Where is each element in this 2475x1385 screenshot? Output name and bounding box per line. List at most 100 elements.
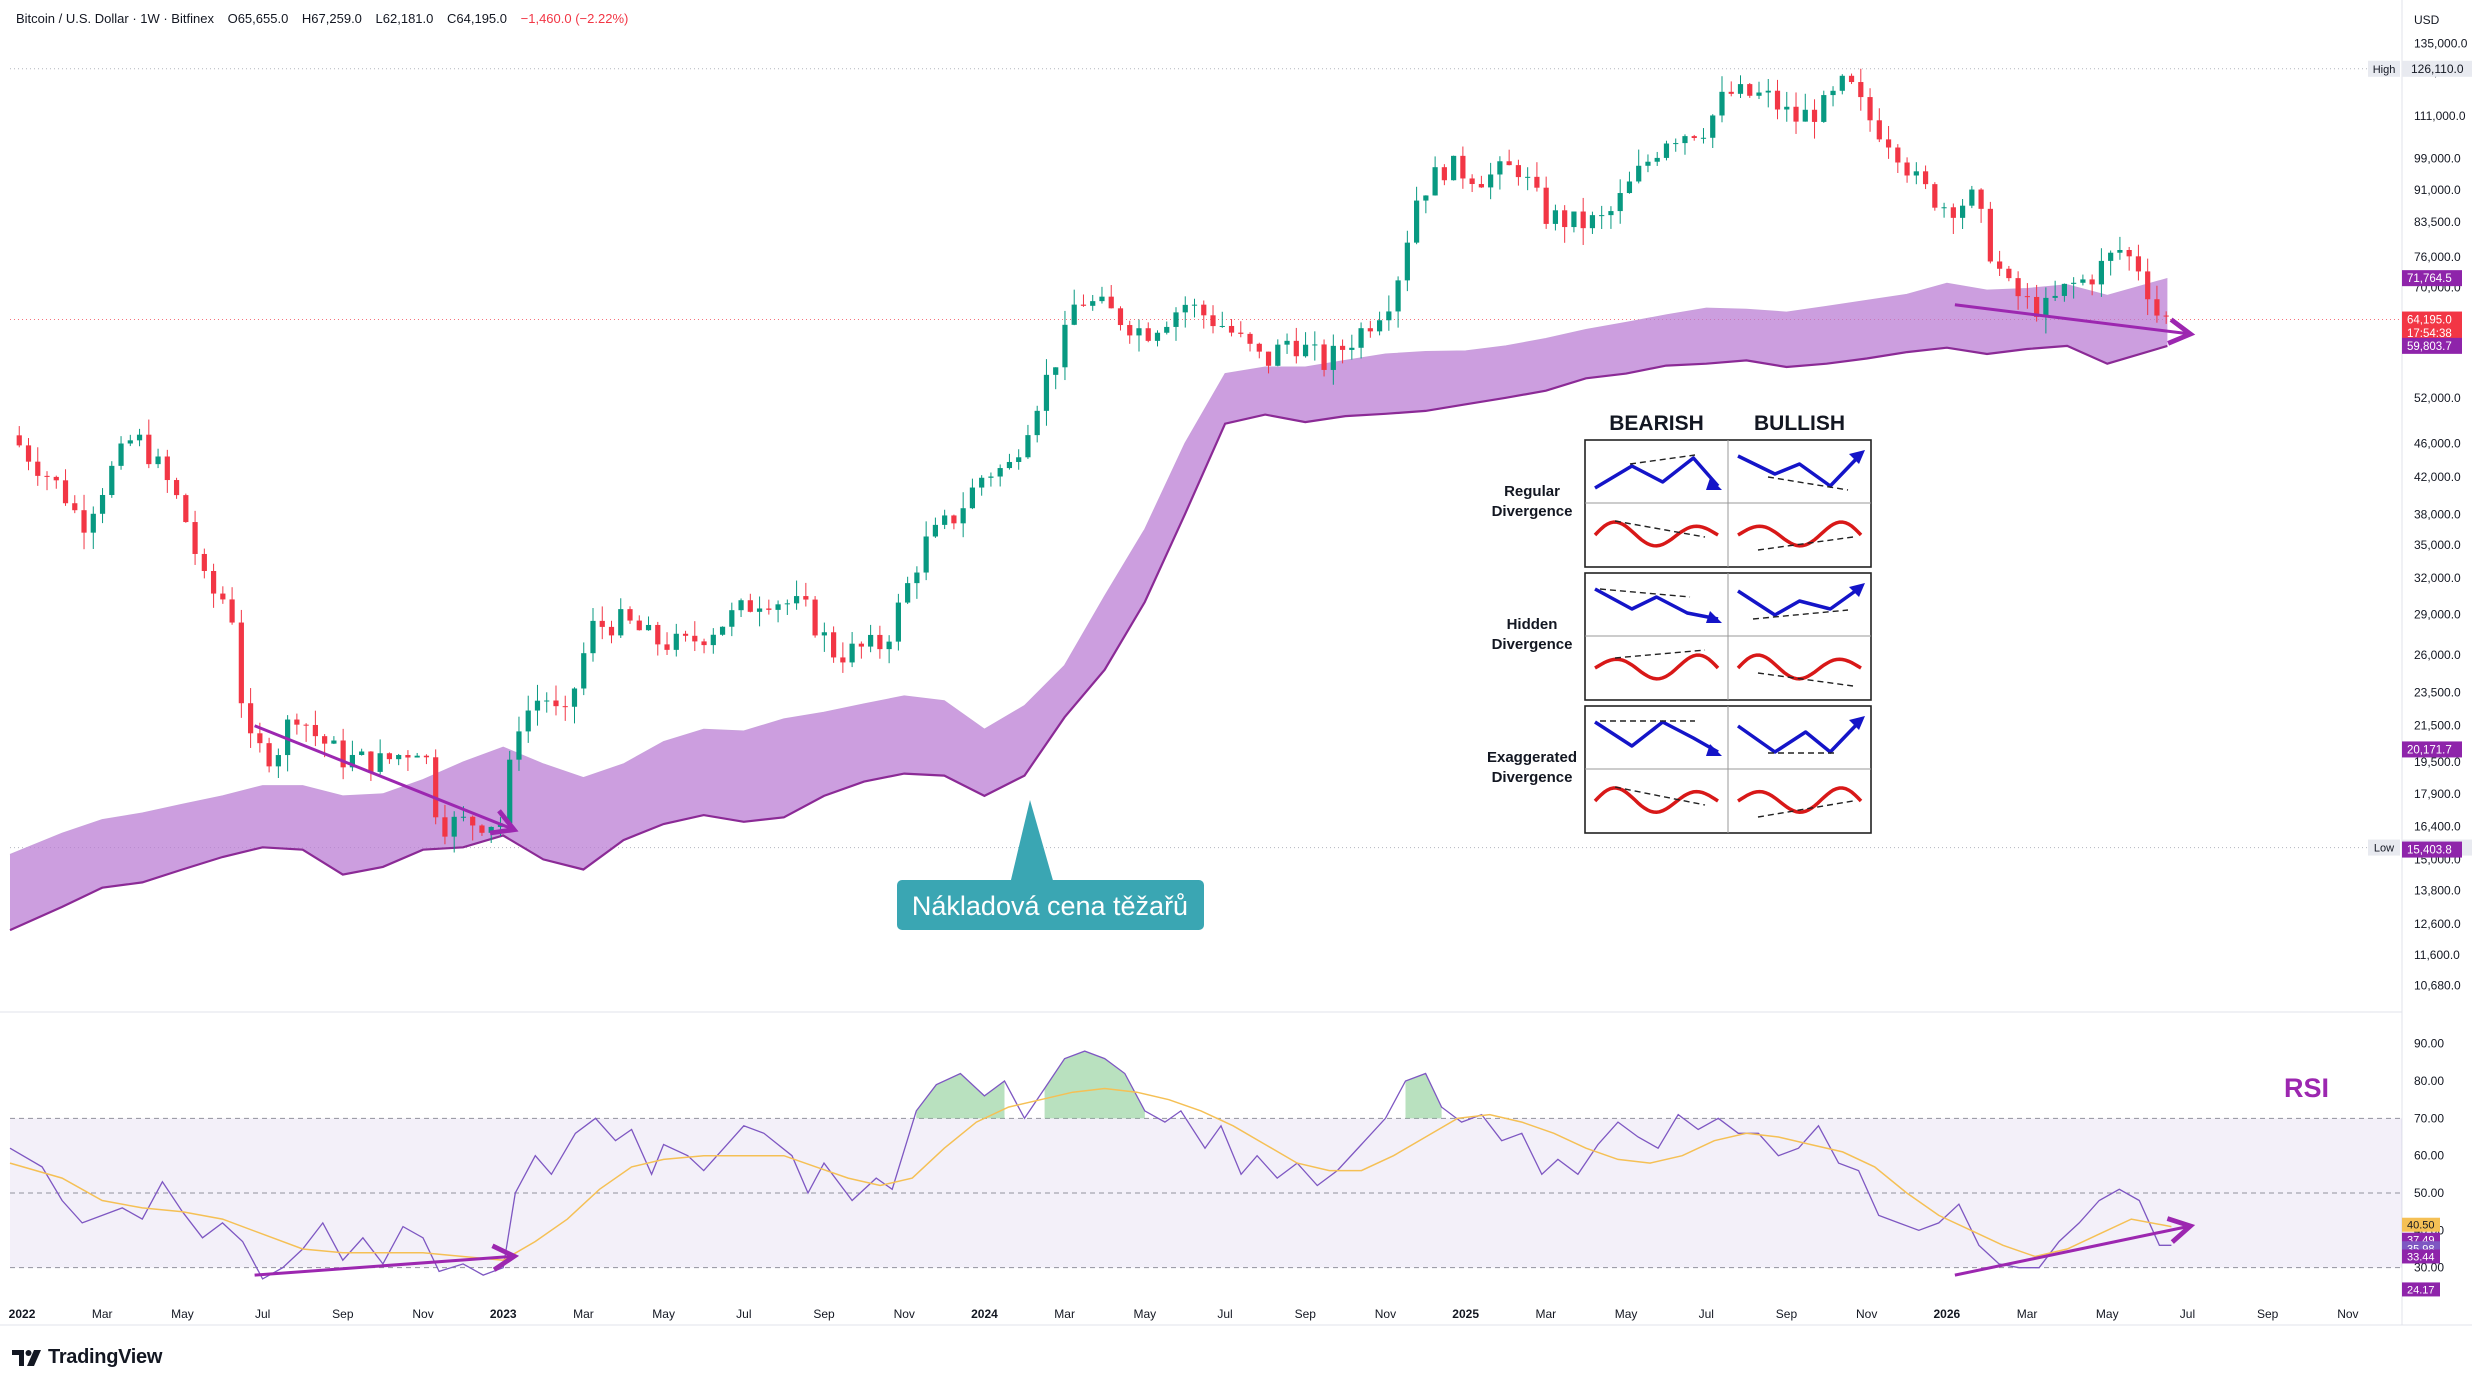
candle-up xyxy=(1589,215,1596,229)
time-tick-label: Nov xyxy=(1856,1307,1877,1321)
table-row-label: Hidden xyxy=(1507,616,1558,633)
candle-down xyxy=(1460,155,1466,179)
candle-up xyxy=(525,710,531,732)
candle-up xyxy=(868,634,874,647)
candle-up xyxy=(1756,92,1762,96)
rsi-tick-label: 90.00 xyxy=(2414,1037,2444,1051)
ohlc-low: L62,181.0 xyxy=(375,11,434,26)
price-axis[interactable]: 135,000.0125,000.0111,000.099,000.091,00… xyxy=(2368,37,2472,1297)
price-tick-label: 52,000.0 xyxy=(2414,391,2461,405)
candle-down xyxy=(210,570,217,594)
divergence-table: BEARISH BULLISH Regular Divergence Hidden Div… xyxy=(1480,405,1880,840)
candle-down xyxy=(173,480,180,496)
candle-down xyxy=(16,435,22,446)
candle-down xyxy=(2089,279,2095,285)
candle-up xyxy=(1423,195,1429,201)
candle-down xyxy=(1321,344,1327,370)
candle-up xyxy=(1136,328,1142,336)
callout-box xyxy=(897,880,1204,930)
table-row-label: Regular xyxy=(1504,483,1560,500)
candle-up xyxy=(1802,109,1808,122)
table-col-header: BULLISH xyxy=(1754,412,1845,435)
time-tick-label: Jul xyxy=(255,1307,270,1321)
rsi-badge xyxy=(2402,1217,2440,1232)
time-tick-label: 2023 xyxy=(490,1307,517,1321)
table-row-label: Divergence xyxy=(1492,636,1573,653)
price-tick-label: 32,000.0 xyxy=(2414,571,2461,585)
candle-down xyxy=(1145,328,1151,341)
candle-up xyxy=(1404,242,1410,281)
time-tick-label: Mar xyxy=(573,1307,594,1321)
candle-down xyxy=(1793,106,1799,122)
callout-text: Nákladová cena těžařů xyxy=(912,891,1188,921)
bullish-arrowhead xyxy=(1849,450,1865,464)
candle-down xyxy=(692,635,698,642)
candle-up xyxy=(1608,211,1614,216)
candlestick-series xyxy=(16,68,2169,853)
candle-up xyxy=(1525,176,1531,178)
candle-up xyxy=(99,495,106,514)
candle-down xyxy=(1469,178,1475,185)
price-tick-label: 13,800.0 xyxy=(2414,883,2461,897)
rsi-line xyxy=(9,1050,2172,1280)
candle-up xyxy=(756,608,763,612)
grid-and-axes xyxy=(0,0,2472,1326)
candle-down xyxy=(340,740,346,768)
candle-down xyxy=(608,626,615,636)
rsi-tick-label: 50.00 xyxy=(2414,1186,2444,1200)
time-tick-label: 2026 xyxy=(1934,1307,1961,1321)
candle-up xyxy=(1191,304,1198,306)
bullish-arrowhead xyxy=(1849,716,1865,730)
candle-down xyxy=(164,456,170,481)
candle-down xyxy=(433,757,439,818)
trend-dash-line xyxy=(1757,672,1854,687)
time-tick-label: Jul xyxy=(1699,1307,1714,1321)
time-axis[interactable]: 2022 Mar May Jul Sep Nov 2023 Mar May Jul Sep Nov 20… xyxy=(9,1307,2359,1321)
candle-down xyxy=(322,736,328,744)
trend-dash-line xyxy=(1614,649,1706,659)
candle-down xyxy=(627,609,633,621)
price-tick-label: 76,000.0 xyxy=(2414,250,2461,264)
candle-up xyxy=(2043,297,2049,317)
price-badge-label: 15,403.8 xyxy=(2407,845,2452,857)
candle-up xyxy=(1959,205,1966,218)
candle-down xyxy=(192,522,198,554)
high-tag-bg xyxy=(2368,60,2400,77)
table-col-header: BEARISH xyxy=(1609,412,1704,435)
mining-cost-band xyxy=(9,278,2168,932)
candle-up xyxy=(1451,155,1457,181)
candle-down xyxy=(840,657,846,663)
ohlc-close: C64,195.0 xyxy=(447,11,508,26)
candle-up xyxy=(738,600,744,611)
candle-up xyxy=(2080,279,2086,283)
candle-down xyxy=(1728,91,1734,94)
symbol-name[interactable]: Bitcoin / U.S. Dollar · 1W · Bitfinex xyxy=(16,11,214,26)
divergence-arrows xyxy=(254,303,2196,1277)
candle-down xyxy=(766,608,772,610)
candle-down xyxy=(1478,184,1484,188)
candle-up xyxy=(932,524,939,537)
candle-up xyxy=(1164,326,1170,333)
candle-down xyxy=(803,596,809,600)
time-tick-label: Nov xyxy=(894,1307,915,1321)
price-badge-label: 17:54:38 xyxy=(2407,328,2452,340)
tradingview-logo[interactable]: TradingView xyxy=(12,1346,162,1369)
candle-down xyxy=(1127,325,1133,336)
mining-cost-band-upper-edge xyxy=(9,278,2168,855)
candle-up xyxy=(905,583,911,603)
candle-up xyxy=(1062,324,1068,368)
candle-down xyxy=(877,634,883,650)
candle-up xyxy=(1682,136,1688,144)
candle-up xyxy=(1090,301,1096,306)
candle-down xyxy=(1256,343,1262,352)
trend-dash-line xyxy=(1614,520,1706,538)
candle-up xyxy=(1284,340,1290,345)
candle-down xyxy=(1265,351,1272,366)
rsi-badge xyxy=(2402,1249,2440,1264)
candle-up xyxy=(571,688,578,707)
candle-up xyxy=(1006,461,1013,469)
candle-down xyxy=(423,755,430,758)
candle-up xyxy=(2071,282,2077,284)
